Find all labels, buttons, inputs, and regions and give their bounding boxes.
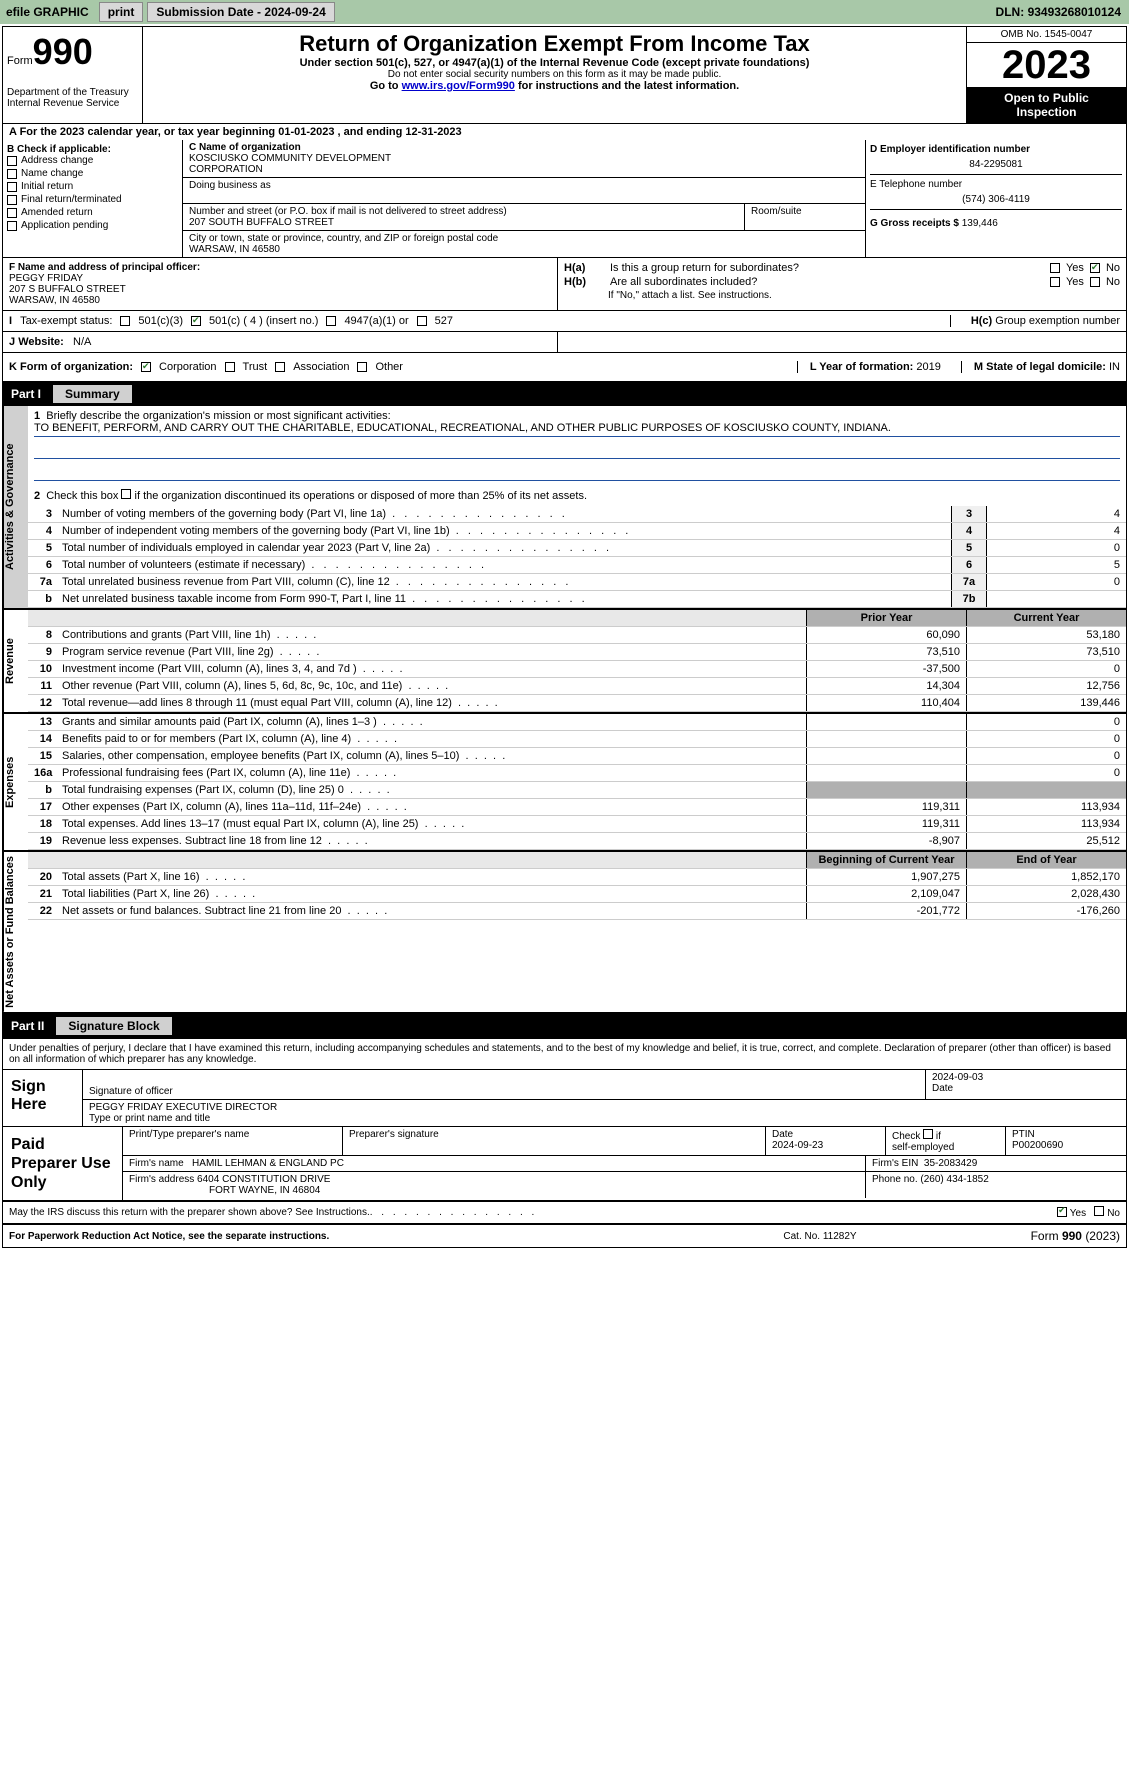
form-of-org-row: K Form of organization: Corporation Trus…: [3, 353, 1126, 382]
sign-here-block: Sign Here Signature of officer 2024-09-0…: [3, 1069, 1126, 1127]
summary-line: 7aTotal unrelated business revenue from …: [28, 574, 1126, 591]
signature-intro: Under penalties of perjury, I declare th…: [3, 1038, 1126, 1069]
print-button[interactable]: print: [99, 2, 144, 22]
form-number-box: Form990 Department of the Treasury Inter…: [3, 27, 143, 123]
summary-line: 18Total expenses. Add lines 13–17 (must …: [28, 816, 1126, 833]
discuss-yes-checkbox[interactable]: [1057, 1207, 1067, 1217]
governance-block: Activities & Governance 1 Briefly descri…: [3, 406, 1126, 610]
assoc-checkbox[interactable]: [275, 362, 285, 372]
4947-checkbox[interactable]: [326, 316, 336, 326]
ha-yes-checkbox[interactable]: [1050, 263, 1060, 273]
501c-checkbox[interactable]: [191, 316, 201, 326]
revenue-block: Revenue Prior Year Current Year 8Contrib…: [3, 610, 1126, 714]
summary-line: 17Other expenses (Part IX, column (A), l…: [28, 799, 1126, 816]
hb-yes-checkbox[interactable]: [1050, 277, 1060, 287]
expenses-tab: Expenses: [3, 714, 28, 850]
discuss-no-checkbox[interactable]: [1094, 1206, 1104, 1216]
summary-line: 12Total revenue—add lines 8 through 11 (…: [28, 695, 1126, 712]
expenses-block: Expenses 13Grants and similar amounts pa…: [3, 714, 1126, 852]
discontinued-checkbox[interactable]: [121, 489, 131, 499]
section-deg: D Employer identification number 84-2295…: [866, 140, 1126, 257]
entity-info-row: B Check if applicable: Address change Na…: [3, 140, 1126, 258]
part-2-header: Part II Signature Block: [3, 1014, 1126, 1038]
dln-display: DLN: 93493268010124: [996, 5, 1129, 19]
summary-line: 3Number of voting members of the governi…: [28, 506, 1126, 523]
open-to-public-badge: Open to Public Inspection: [967, 87, 1126, 123]
summary-line: 6Total number of volunteers (estimate if…: [28, 557, 1126, 574]
page-footer: For Paperwork Reduction Act Notice, see …: [3, 1225, 1126, 1247]
summary-line: 20Total assets (Part X, line 16) . . . .…: [28, 869, 1126, 886]
tax-year-line: A For the 2023 calendar year, or tax yea…: [3, 124, 1126, 140]
section-c: C Name of organization KOSCIUSKO COMMUNI…: [183, 140, 866, 257]
other-checkbox[interactable]: [357, 362, 367, 372]
form-title-box: Return of Organization Exempt From Incom…: [143, 27, 966, 123]
summary-line: bNet unrelated business taxable income f…: [28, 591, 1126, 608]
summary-line: 22Net assets or fund balances. Subtract …: [28, 903, 1126, 920]
mission-section: 1 Briefly describe the organization's mi…: [28, 406, 1126, 506]
year-box: OMB No. 1545-0047 2023 Open to Public In…: [966, 27, 1126, 123]
discuss-row: May the IRS discuss this return with the…: [3, 1202, 1126, 1225]
summary-line: 4Number of independent voting members of…: [28, 523, 1126, 540]
efile-label: efile GRAPHIC: [0, 5, 95, 19]
netassets-tab: Net Assets or Fund Balances: [3, 852, 28, 1012]
summary-line: 15Salaries, other compensation, employee…: [28, 748, 1126, 765]
form-header: Form990 Department of the Treasury Inter…: [3, 27, 1126, 124]
final-return-checkbox[interactable]: [7, 195, 17, 205]
website-row: J Website: N/A: [3, 332, 1126, 353]
summary-line: 9Program service revenue (Part VIII, lin…: [28, 644, 1126, 661]
part-1-header: Part I Summary: [3, 382, 1126, 406]
501c3-checkbox[interactable]: [120, 316, 130, 326]
hb-no-checkbox[interactable]: [1090, 277, 1100, 287]
section-f: F Name and address of principal officer:…: [3, 258, 558, 310]
ha-no-checkbox[interactable]: [1090, 263, 1100, 273]
summary-line: 13Grants and similar amounts paid (Part …: [28, 714, 1126, 731]
trust-checkbox[interactable]: [225, 362, 235, 372]
527-checkbox[interactable]: [417, 316, 427, 326]
section-h: H(a) Is this a group return for subordin…: [558, 258, 1126, 310]
summary-line: bTotal fundraising expenses (Part IX, co…: [28, 782, 1126, 799]
address-change-checkbox[interactable]: [7, 156, 17, 166]
summary-line: 16aProfessional fundraising fees (Part I…: [28, 765, 1126, 782]
name-change-checkbox[interactable]: [7, 169, 17, 179]
summary-line: 5Total number of individuals employed in…: [28, 540, 1126, 557]
form-990-page: Form990 Department of the Treasury Inter…: [2, 26, 1127, 1248]
summary-line: 21Total liabilities (Part X, line 26) . …: [28, 886, 1126, 903]
tax-status-row: I Tax-exempt status: 501(c)(3) 501(c) ( …: [3, 311, 1126, 332]
officer-and-h-row: F Name and address of principal officer:…: [3, 258, 1126, 311]
irs-link[interactable]: www.irs.gov/Form990: [402, 80, 515, 92]
submission-date-button[interactable]: Submission Date - 2024-09-24: [147, 2, 334, 22]
netassets-block: Net Assets or Fund Balances Beginning of…: [3, 852, 1126, 1014]
app-pending-checkbox[interactable]: [7, 221, 17, 231]
summary-line: 19Revenue less expenses. Subtract line 1…: [28, 833, 1126, 850]
summary-line: 11Other revenue (Part VIII, column (A), …: [28, 678, 1126, 695]
summary-line: 14Benefits paid to or for members (Part …: [28, 731, 1126, 748]
governance-tab: Activities & Governance: [3, 406, 28, 608]
self-employed-checkbox[interactable]: [923, 1129, 933, 1139]
summary-line: 8Contributions and grants (Part VIII, li…: [28, 627, 1126, 644]
initial-return-checkbox[interactable]: [7, 182, 17, 192]
amended-return-checkbox[interactable]: [7, 208, 17, 218]
revenue-tab: Revenue: [3, 610, 28, 712]
paid-preparer-block: Paid Preparer Use Only Print/Type prepar…: [3, 1127, 1126, 1203]
corp-checkbox[interactable]: [141, 362, 151, 372]
top-toolbar: efile GRAPHIC print Submission Date - 20…: [0, 0, 1129, 24]
section-b: B Check if applicable: Address change Na…: [3, 140, 183, 257]
summary-line: 10Investment income (Part VIII, column (…: [28, 661, 1126, 678]
